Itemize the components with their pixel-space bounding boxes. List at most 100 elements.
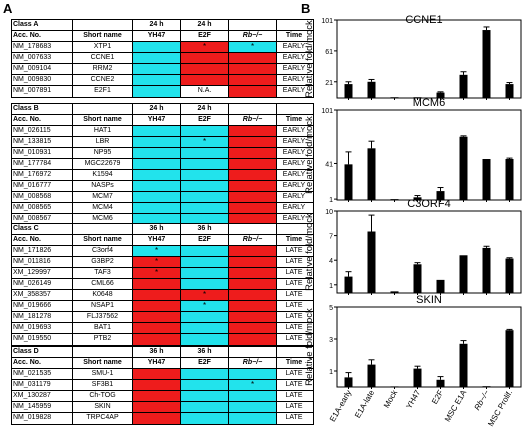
short-name-cell: LBR <box>73 137 133 147</box>
chart-2: C3ORF4 Relative fold/mock 1 4 7 10 <box>304 198 522 295</box>
column-header: E2F <box>181 235 229 245</box>
time-cell: EARLY <box>282 65 306 72</box>
header-top-cell: 36 h <box>181 224 229 234</box>
short-name-cell: Ch-TOG <box>73 391 133 401</box>
expression-cell-c2 <box>181 334 229 345</box>
x-tick-label: MSC E1A <box>443 388 469 423</box>
table-header: Acc. No. Short name YH47 E2F Rb−/− Time <box>12 358 313 369</box>
accession-cell: NM_007633 <box>12 53 73 63</box>
significance-star: * <box>154 268 159 277</box>
time-cell: EARLY <box>282 43 306 50</box>
bar <box>505 258 514 293</box>
table-row: NM_021535 SMU-1 LATE <box>12 369 313 380</box>
short-name-cell: SMU-1 <box>73 369 133 379</box>
bar <box>482 386 491 387</box>
y-tick-label: 101 <box>321 108 333 115</box>
expression-cell-c3 <box>229 268 277 278</box>
bar <box>482 159 491 200</box>
expression-cell-c2 <box>181 192 229 202</box>
column-header: Rb−/− <box>229 31 277 41</box>
time-cell: LATE <box>285 280 303 287</box>
table-row: XM_358357 K0648 * LATE <box>12 290 313 301</box>
short-name-cell: TAF3 <box>73 268 133 278</box>
accession-cell: NM_021535 <box>12 369 73 379</box>
header-top-cell <box>229 20 277 30</box>
expression-cell-c2 <box>181 148 229 158</box>
expression-cell-c2 <box>181 214 229 225</box>
bar <box>367 81 376 98</box>
table-header-top: Class D 36 h 36 h <box>12 347 313 358</box>
gene-table-1: Class B 24 h 24 h Acc. No. Short name YH47 E2F… <box>11 103 314 226</box>
class-label: Class C <box>12 224 73 234</box>
bar <box>413 264 422 293</box>
short-name-cell: SKIN <box>73 402 133 412</box>
time-cell: LATE <box>285 302 303 309</box>
column-header: YH47 <box>133 31 181 41</box>
expression-cell-c1 <box>133 279 181 289</box>
bar <box>413 97 422 98</box>
expression-cell-c1 <box>133 323 181 333</box>
accession-cell: NM_177784 <box>12 159 73 169</box>
y-tick-label: 1 <box>329 197 333 204</box>
accession-cell: XM_358357 <box>12 290 73 300</box>
time-cell: LATE <box>285 370 303 377</box>
bar <box>459 136 468 200</box>
accession-cell: NM_171826 <box>12 246 73 256</box>
time-cell: LATE <box>285 247 303 254</box>
expression-cell-c2 <box>181 312 229 322</box>
table-header: Acc. No. Short name YH47 E2F Rb−/− Time <box>12 31 313 42</box>
table-row: NM_008568 MCM7 EARLY <box>12 192 313 203</box>
expression-cell-c1 <box>133 301 181 311</box>
header-top-cell <box>73 347 133 357</box>
bar <box>482 247 491 293</box>
short-name-cell: MCM4 <box>73 203 133 213</box>
accession-cell: NM_026149 <box>12 279 73 289</box>
table-row: NM_008565 MCM4 EARLY <box>12 203 313 214</box>
expression-cell-c3 <box>229 312 277 322</box>
table-row: NM_026149 CML66 LATE <box>12 279 313 290</box>
table-row: NM_011816 G3BP2 * LATE <box>12 257 313 268</box>
significance-star: * <box>202 137 207 146</box>
expression-cell-c1 <box>133 53 181 63</box>
time-cell: EARLY <box>282 149 306 156</box>
y-axis-label: Relative fold/mock <box>304 116 315 194</box>
bar <box>344 377 353 387</box>
time-cell: EARLY <box>282 127 306 134</box>
accession-cell: NM_026115 <box>12 126 73 136</box>
expression-cell-c3 <box>229 214 277 225</box>
expression-cell-c3 <box>229 369 277 379</box>
bar <box>436 279 445 293</box>
table-row: NM_019693 BAT1 LATE <box>12 323 313 334</box>
short-name-cell: E2F1 <box>73 86 133 97</box>
short-name-cell: PTB2 <box>73 334 133 345</box>
expression-cell-c1 <box>133 203 181 213</box>
accession-cell: NM_181278 <box>12 312 73 322</box>
y-tick-label: 61 <box>325 49 333 56</box>
header-top-cell: 36 h <box>133 224 181 234</box>
column-header: Short name <box>73 31 133 41</box>
expression-cell-c2: * <box>181 301 229 311</box>
time-cell: EARLY <box>282 160 306 167</box>
y-axis-label: Relative fold/mock <box>304 213 315 291</box>
accession-cell: NM_011816 <box>12 257 73 267</box>
header-top-cell: 36 h <box>133 347 181 357</box>
expression-cell-c3 <box>229 170 277 180</box>
chart-0: CCNE1 Relative fold/mock 21 61 101 <box>304 14 522 100</box>
short-name-cell: MCM6 <box>73 214 133 225</box>
y-tick-label: 5 <box>329 305 333 312</box>
expression-cell-c2 <box>181 170 229 180</box>
header-top-cell <box>229 347 277 357</box>
y-tick-label: 4 <box>329 258 333 265</box>
expression-cell-c2: * <box>181 137 229 147</box>
accession-cell: NM_010931 <box>12 148 73 158</box>
y-tick-label: 1 <box>329 369 333 376</box>
column-header: Acc. No. <box>12 235 73 245</box>
expression-cell-c3 <box>229 257 277 267</box>
expression-cell-c3 <box>229 334 277 345</box>
expression-cell-c1 <box>133 181 181 191</box>
table-row: NM_007633 CCNE1 EARLY <box>12 53 313 64</box>
bar <box>367 364 376 387</box>
accession-cell: NM_008568 <box>12 192 73 202</box>
expression-cell-c1 <box>133 391 181 401</box>
bar <box>413 197 422 200</box>
